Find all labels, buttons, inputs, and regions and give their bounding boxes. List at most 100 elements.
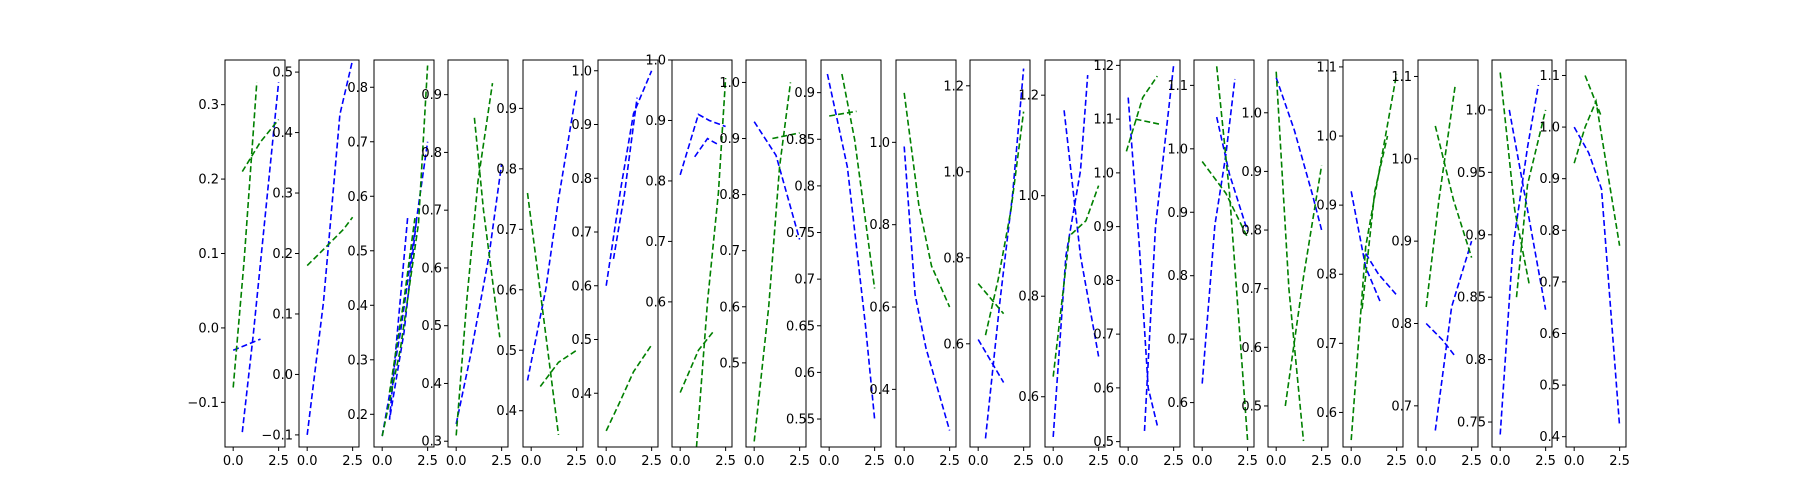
x-tick-label: 2.5 <box>864 454 885 469</box>
x-tick-label: 0.0 <box>1490 454 1511 469</box>
subplot-13: 0.5 0.6 0.7 0.8 0.9 1.0 1.1 1.2 0.0 2.5 <box>1093 59 1184 469</box>
x-tick-label: 0.0 <box>1118 454 1139 469</box>
series-line-2-1 <box>1573 98 1621 246</box>
series-line-1-1 <box>1052 75 1089 437</box>
x-tick-label: 0.0 <box>819 454 840 469</box>
x-tick-label: 0.0 <box>1192 454 1213 469</box>
series-line-2-2 <box>1434 125 1473 258</box>
y-tick-label: 0.5 <box>571 333 592 348</box>
x-tick-label: 0.0 <box>968 454 989 469</box>
series-line-1-1 <box>1499 84 1540 435</box>
y-tick-label: 0.5 <box>496 344 517 359</box>
axes-frame <box>373 59 435 448</box>
y-tick-label: 0.8 <box>645 174 666 189</box>
y-tick-label: 1.0 <box>943 165 964 180</box>
series-line-2-2 <box>695 78 727 448</box>
y-tick-label: 0.3 <box>421 435 442 450</box>
series-line-1-1 <box>526 90 578 381</box>
axes-frame <box>895 59 957 448</box>
x-tick-label: 2.5 <box>939 454 960 469</box>
y-tick-label: 0.4 <box>272 126 293 141</box>
y-tick-label: 0.4 <box>1539 430 1560 445</box>
y-tick-label: 1.0 <box>1391 152 1412 167</box>
y-tick-label: 0.6 <box>943 337 964 352</box>
series-line-1-2 <box>1508 109 1547 310</box>
series-line-2-1 <box>679 331 714 393</box>
subplot-9: 0.55 0.6 0.65 0.7 0.75 0.8 0.85 0.9 0.0 2.5 <box>786 59 885 469</box>
y-tick-label: 0.9 <box>1241 165 1262 180</box>
y-tick-label: 1.0 <box>1241 106 1262 121</box>
series-line-2-2 <box>1284 165 1323 407</box>
y-tick-label: 1.0 <box>1316 130 1337 145</box>
y-tick-label: 0.1 <box>272 307 293 322</box>
y-tick-label: 0.1 <box>198 247 219 262</box>
x-tick-label: 2.5 <box>491 454 512 469</box>
x-tick-label: 0.0 <box>1341 454 1362 469</box>
y-tick-label: 0.9 <box>1465 228 1486 243</box>
x-tick-label: 2.5 <box>1088 454 1109 469</box>
x-tick-label: 2.5 <box>342 454 363 469</box>
y-tick-label: 0.7 <box>719 244 740 259</box>
series-line-2-2 <box>1361 135 1389 309</box>
subplot-4: 0.3 0.4 0.5 0.6 0.7 0.8 0.9 0.0 2.5 <box>421 59 512 469</box>
y-tick-label: 0.85 <box>1457 291 1486 306</box>
y-tick-label: 0.5 <box>1241 399 1262 414</box>
series-line-2-1 <box>753 82 792 442</box>
y-tick-label: 0.8 <box>869 218 890 233</box>
y-tick-label: 0.0 <box>272 368 293 383</box>
series-line-1-1 <box>605 70 653 286</box>
y-tick-label: 0.7 <box>794 273 815 288</box>
y-tick-label: 0.8 <box>1167 269 1188 284</box>
x-tick-label: 0.0 <box>223 454 244 469</box>
y-tick-label: 0.5 <box>421 319 442 334</box>
series-line-2-2 <box>539 349 578 387</box>
series-line-1-1 <box>977 339 1005 383</box>
y-tick-label: 0.3 <box>198 98 219 113</box>
series-line-2-2 <box>388 217 416 393</box>
series-line-2-2 <box>1215 66 1249 441</box>
y-tick-label: 0.8 <box>1391 317 1412 332</box>
y-tick-label: 0.4 <box>421 377 442 392</box>
y-tick-label: 1.2 <box>1018 89 1039 104</box>
subplot-2: −0.1 0.0 0.1 0.2 0.3 0.4 0.5 0.0 2.5 <box>261 59 363 469</box>
series-line-2-2 <box>984 111 1025 336</box>
y-tick-label: 0.6 <box>1018 390 1039 405</box>
y-tick-label: 0.5 <box>719 356 740 371</box>
y-tick-label: 0.8 <box>943 251 964 266</box>
subplot-10: 0.4 0.6 0.8 1.0 0.0 2.5 <box>869 59 960 469</box>
series-line-1-1 <box>826 73 876 420</box>
x-tick-label: 0.0 <box>744 454 765 469</box>
y-tick-label: 0.7 <box>347 135 368 150</box>
series-line-2-2 <box>1584 75 1603 118</box>
y-tick-label: 1.0 <box>1018 189 1039 204</box>
axes-frame <box>671 59 733 448</box>
y-tick-label: 0.9 <box>794 86 815 101</box>
y-tick-label: 0.8 <box>347 81 368 96</box>
series-line-2-1 <box>829 110 857 117</box>
y-tick-label: 1.0 <box>869 136 890 151</box>
series-line-1-1 <box>306 59 354 435</box>
y-tick-label: 0.9 <box>1093 220 1114 235</box>
x-tick-label: 2.5 <box>1386 454 1407 469</box>
subplot-11: 0.6 0.8 1.0 1.2 0.0 2.5 <box>943 59 1034 469</box>
series-line-2-1 <box>1425 84 1457 308</box>
series-line-1-2 <box>388 218 418 420</box>
subplot-16: 0.6 0.7 0.8 0.9 1.0 1.1 0.0 2.5 <box>1316 59 1407 469</box>
subplot-14: 0.6 0.7 0.8 0.9 1.0 1.1 0.0 2.5 <box>1167 59 1258 469</box>
series-line-2-1 <box>1350 73 1398 441</box>
y-tick-label: 0.7 <box>1241 282 1262 297</box>
y-tick-label: 1.0 <box>1167 142 1188 157</box>
y-tick-label: 0.6 <box>869 301 890 316</box>
series-line-1-1 <box>1201 78 1236 384</box>
y-tick-label: 0.8 <box>1093 274 1114 289</box>
y-tick-label: 0.6 <box>719 300 740 315</box>
series-line-2-2 <box>1515 109 1547 298</box>
y-tick-label: 0.7 <box>1391 399 1412 414</box>
series-line-1-1 <box>753 121 801 240</box>
x-tick-label: 0.0 <box>1564 454 1585 469</box>
axes-frame <box>1267 59 1329 448</box>
axes-frame <box>1342 59 1404 448</box>
subplot-1: −0.1 0.0 0.1 0.2 0.3 0.0 2.5 <box>187 59 289 469</box>
series-line-2-1 <box>455 82 494 436</box>
